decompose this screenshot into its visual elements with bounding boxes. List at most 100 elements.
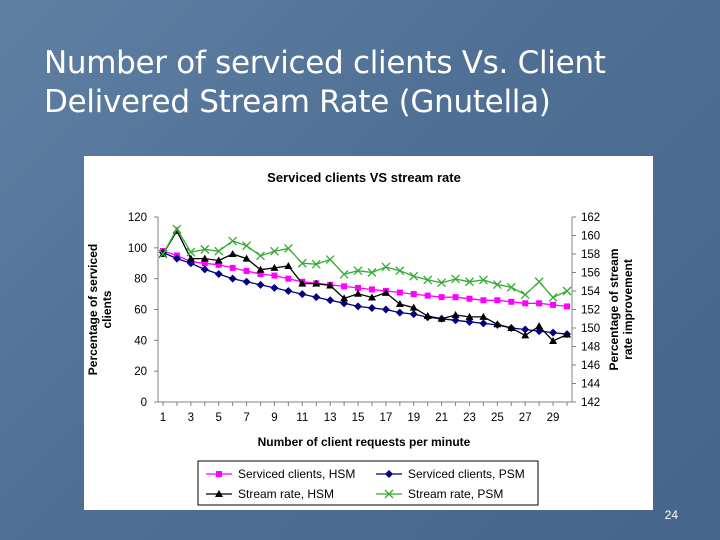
series-4-point xyxy=(242,241,252,251)
right-axis-tick-label: 144 xyxy=(581,379,601,391)
series-1-point xyxy=(508,298,515,305)
series-3-point xyxy=(354,289,363,297)
series-3-point xyxy=(507,324,516,331)
left-axis-tick-label: 80 xyxy=(134,274,147,286)
series-2-point xyxy=(367,303,376,312)
x-axis-tick-label: 15 xyxy=(352,412,365,424)
series-2-point xyxy=(409,310,418,319)
series-3-point xyxy=(186,254,195,262)
series-3-point xyxy=(549,336,558,344)
right-axis-title-line: Percentage of stream xyxy=(607,248,621,370)
series-1-point xyxy=(466,295,473,302)
series-3-point xyxy=(493,320,502,328)
x-axis-tick-label: 11 xyxy=(296,412,308,424)
series-2-point xyxy=(354,302,363,311)
series-4-point xyxy=(409,271,419,281)
series-3-point xyxy=(535,322,544,330)
legend-swatch-marker xyxy=(215,490,223,497)
right-axis-tick-label: 146 xyxy=(581,360,600,372)
right-axis-tick-label: 148 xyxy=(581,342,600,354)
series-2-point xyxy=(270,283,279,292)
series-1-point xyxy=(257,271,264,278)
series-line-2 xyxy=(162,251,568,335)
series-3-point xyxy=(214,256,223,264)
page-number: 24 xyxy=(664,508,678,522)
series-2-point xyxy=(381,305,390,314)
series-4-point xyxy=(478,275,488,285)
series-1-point xyxy=(424,292,431,299)
series-1-point xyxy=(550,301,557,308)
x-axis-tick-label: 23 xyxy=(463,412,476,424)
left-axis-tick-label: 60 xyxy=(134,305,147,317)
series-2-point xyxy=(451,316,460,325)
series-2-point xyxy=(549,328,558,337)
right-axis-tick-label: 162 xyxy=(581,212,600,224)
legend-swatch-marker xyxy=(385,470,393,478)
x-axis-tick-label: 9 xyxy=(271,412,277,424)
series-2-point xyxy=(284,287,293,295)
series-1-point xyxy=(271,272,278,279)
series-2-point xyxy=(535,327,544,336)
left-axis-tick-label: 120 xyxy=(128,212,147,224)
series-4-point xyxy=(353,266,363,276)
series-1-point xyxy=(201,260,208,267)
series-line-4 xyxy=(162,227,568,299)
series-1-point xyxy=(522,300,529,307)
series-1-point xyxy=(480,297,487,304)
series-3-point xyxy=(367,293,376,301)
right-axis-tick-label: 154 xyxy=(581,286,601,298)
series-3-point xyxy=(437,314,446,322)
x-axis-tick-label: 7 xyxy=(243,412,249,424)
legend-label: Serviced clients, PSM xyxy=(408,467,525,481)
series-3-point xyxy=(423,311,432,319)
x-axis-tick-label: 29 xyxy=(547,412,560,424)
series-3-point xyxy=(395,299,404,307)
series-3-point xyxy=(563,330,571,338)
series-3-point xyxy=(521,331,530,339)
series-4-point xyxy=(283,243,293,253)
series-3-point xyxy=(479,312,488,320)
series-4-point xyxy=(534,277,544,287)
left-axis-tick-label: 0 xyxy=(141,397,147,409)
series-2-point xyxy=(228,274,237,283)
series-4-point xyxy=(506,282,516,292)
series-4-point xyxy=(228,236,238,246)
left-axis-title-line: Percentage of serviced xyxy=(86,244,100,375)
series-4-point xyxy=(395,266,405,276)
slide-title-line-2: Delivered Stream Rate (Gnutella) xyxy=(44,84,551,120)
right-axis-tick-label: 142 xyxy=(581,397,600,409)
series-1-point xyxy=(229,264,236,271)
series-2-point xyxy=(256,280,265,289)
series-4-point xyxy=(465,277,474,287)
series-3-point xyxy=(228,250,237,257)
series-4-point xyxy=(451,274,461,284)
x-axis-tick-label: 1 xyxy=(160,412,166,424)
series-3-point xyxy=(465,312,474,320)
series-1-point xyxy=(410,291,417,298)
series-4-point xyxy=(256,251,265,261)
legend-label: Stream rate, HSM xyxy=(238,487,334,501)
series-4-point xyxy=(158,249,168,259)
right-axis-tick-label: 160 xyxy=(581,231,600,243)
x-axis-tick-label: 3 xyxy=(188,412,194,424)
series-4-point xyxy=(520,290,530,300)
series-3-point xyxy=(312,279,321,287)
right-axis-tick-label: 158 xyxy=(581,249,600,261)
series-4-point xyxy=(200,244,210,254)
series-3-point xyxy=(451,311,460,319)
series-4-point xyxy=(437,278,447,288)
x-axis-title: Number of client requests per minute xyxy=(258,435,471,449)
legend-swatch-marker xyxy=(384,489,394,499)
series-4-point xyxy=(297,258,307,268)
series-line-1 xyxy=(162,250,568,308)
series-1-point xyxy=(494,297,501,304)
right-axis-tick-label: 152 xyxy=(581,305,600,317)
series-2-point xyxy=(521,325,530,334)
series-4-point xyxy=(492,280,502,289)
series-2-point xyxy=(395,308,404,317)
series-1-point xyxy=(438,294,445,301)
chart-title: Serviced clients VS stream rate xyxy=(267,170,461,185)
series-4-point xyxy=(172,224,182,234)
legend-swatch-marker xyxy=(216,471,222,477)
left-axis-tick-label: 40 xyxy=(134,335,147,347)
